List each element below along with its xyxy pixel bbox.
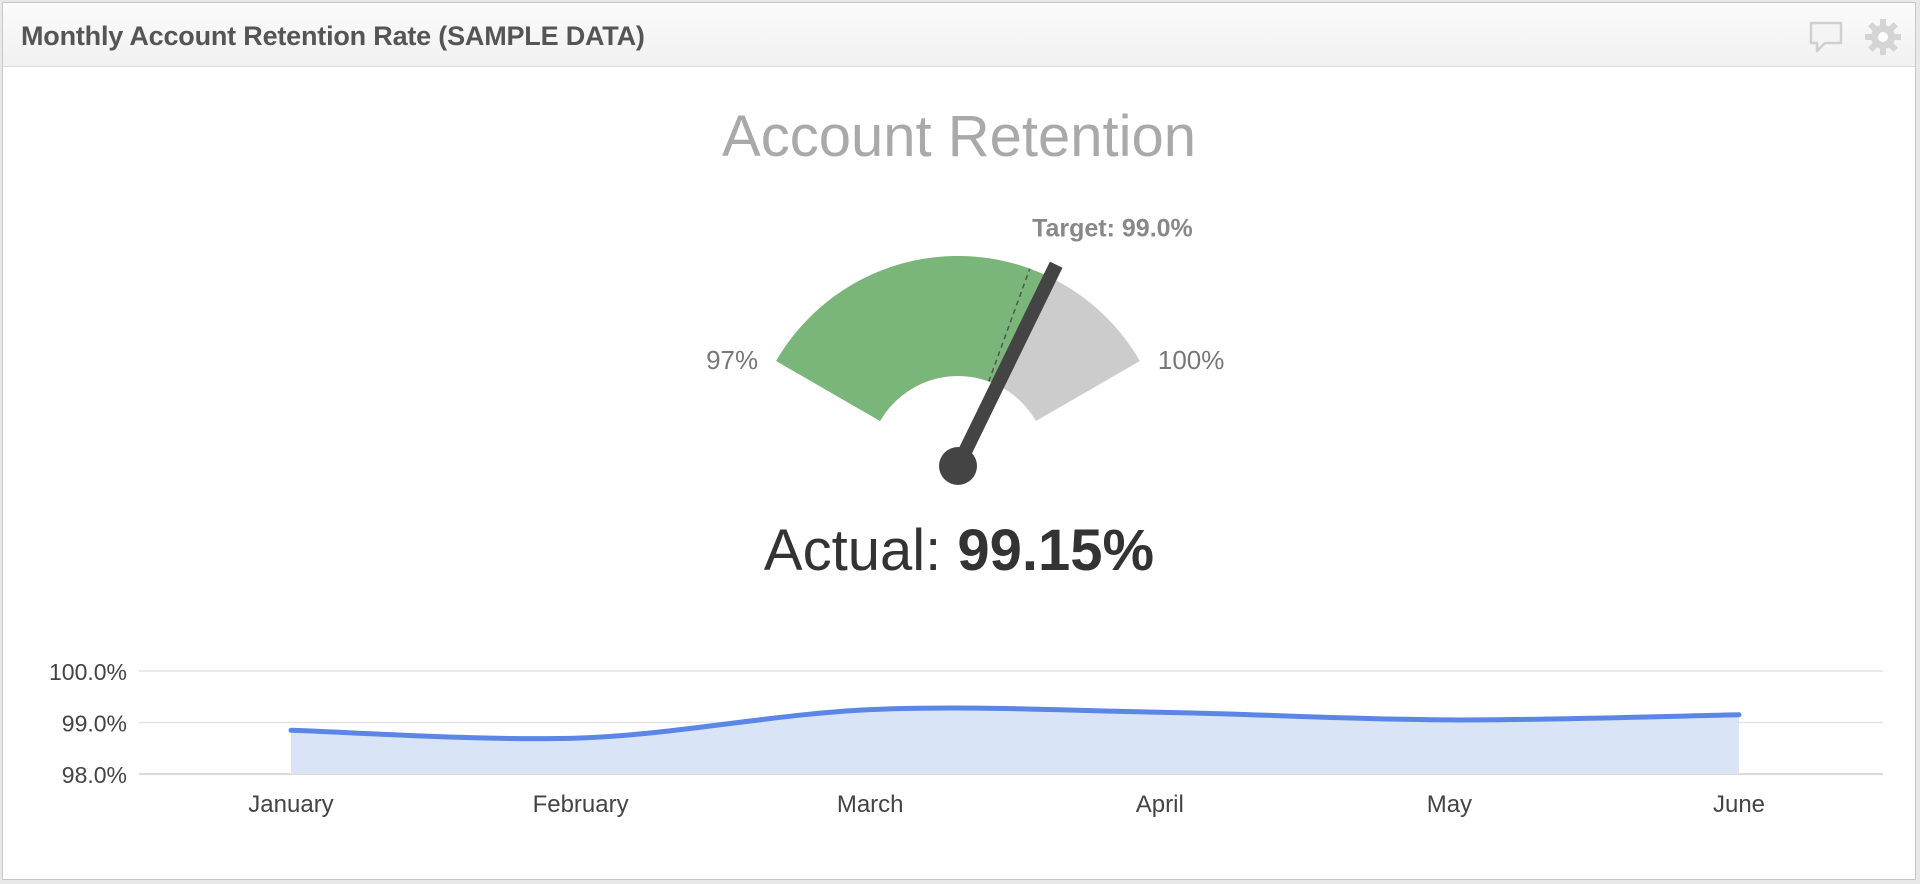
x-tick-label: January bbox=[248, 791, 333, 818]
y-tick-label: 100.0% bbox=[49, 659, 127, 685]
actual-value: 99.15% bbox=[957, 518, 1155, 583]
area-fill bbox=[291, 707, 1739, 774]
widget-header: Monthly Account Retention Rate (SAMPLE D… bbox=[3, 3, 1915, 67]
x-tick-label: April bbox=[1136, 791, 1184, 818]
gauge-chart: 97% 100% Target: 99.0% bbox=[706, 214, 1225, 485]
x-tick-label: February bbox=[533, 791, 629, 818]
comment-icon[interactable] bbox=[1807, 17, 1847, 57]
gauge-max-label: 100% bbox=[1158, 345, 1225, 375]
gauge-needle-hub bbox=[939, 447, 977, 485]
gauge-target-label: Target: 99.0% bbox=[1032, 214, 1193, 242]
gauge-fill bbox=[776, 255, 1051, 421]
x-tick-label: June bbox=[1713, 791, 1765, 818]
actual-label: Actual: bbox=[763, 518, 942, 583]
series-line bbox=[288, 705, 1742, 742]
y-tick-label: 98.0% bbox=[62, 762, 127, 788]
x-tick-label: March bbox=[837, 791, 904, 818]
gauge-min-label: 97% bbox=[706, 345, 758, 375]
y-tick-label: 99.0% bbox=[62, 711, 127, 737]
gauge-title: Account Retention bbox=[722, 104, 1196, 169]
gauge-needle bbox=[951, 261, 1063, 470]
actual-readout: Actual: 99.15% bbox=[3, 517, 1915, 584]
widget-title: Monthly Account Retention Rate (SAMPLE D… bbox=[21, 21, 645, 51]
trend-chart: 100.0% 99.0% 98.0% January February March Apri… bbox=[49, 659, 1883, 818]
gauge-target-marker bbox=[988, 268, 1031, 382]
gear-icon[interactable] bbox=[1863, 17, 1903, 57]
x-tick-label: May bbox=[1427, 791, 1472, 818]
